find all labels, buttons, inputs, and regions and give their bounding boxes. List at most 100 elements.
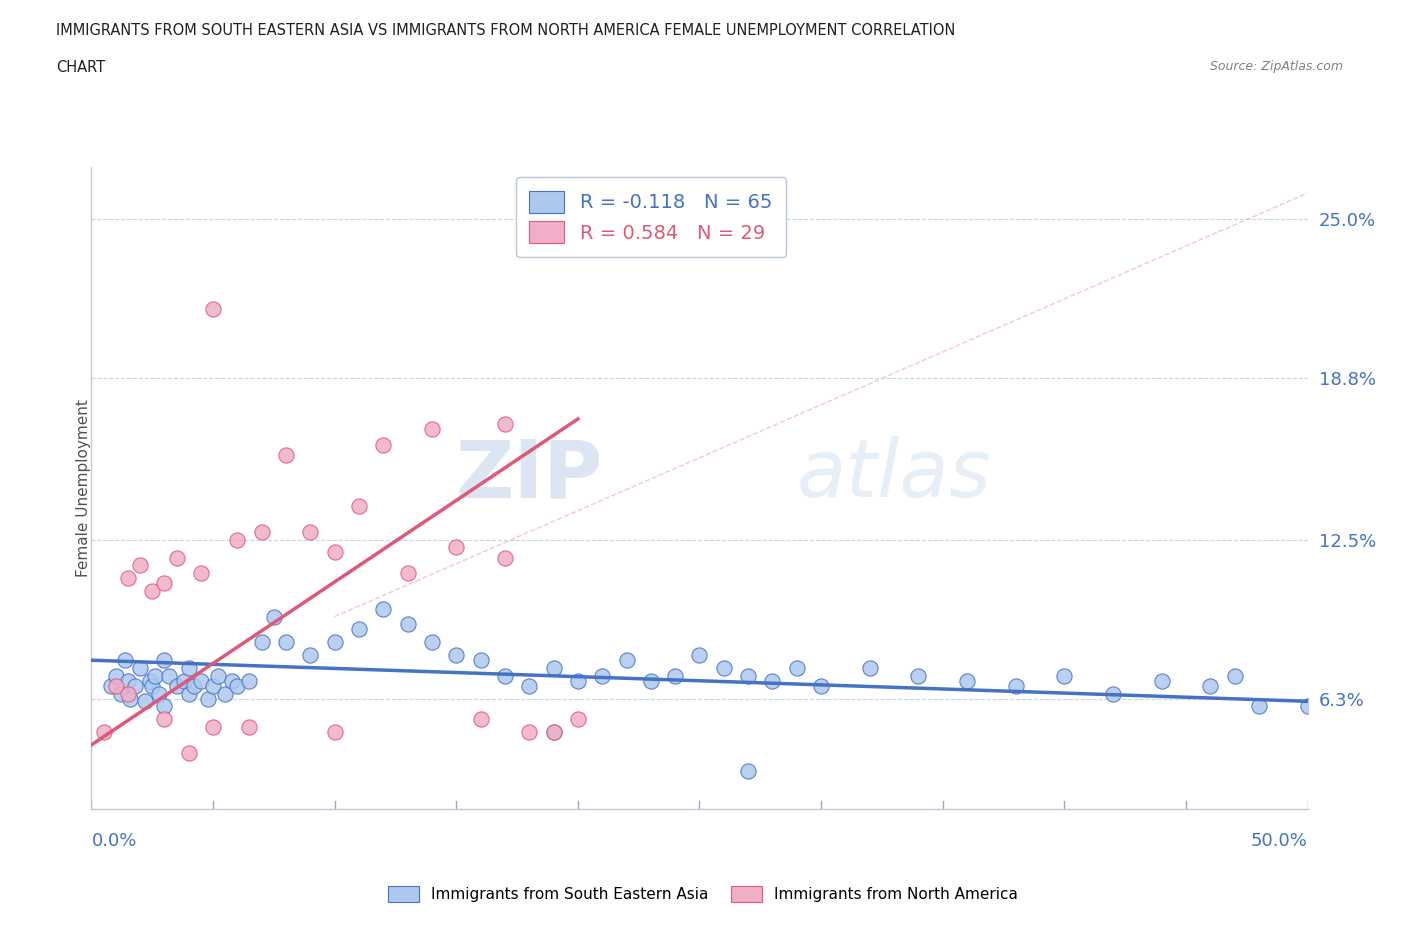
Point [129,558,152,573]
Point [323,635,346,650]
Point [183,679,205,694]
Point [207,668,229,683]
Text: 50.0%: 50.0% [1251,832,1308,850]
Text: atlas: atlas [797,436,991,514]
Point [494,417,516,432]
Point [104,668,127,683]
Point [202,720,225,735]
Point [737,668,759,683]
Point [173,673,195,688]
Point [299,647,322,662]
Point [100,679,122,694]
Point [1199,679,1222,694]
Point [543,660,565,675]
Text: CHART: CHART [56,60,105,75]
Legend: R = -0.118   N = 65, R = 0.584   N = 29: R = -0.118 N = 65, R = 0.584 N = 29 [516,177,786,257]
Point [761,673,783,688]
Point [214,686,236,701]
Point [166,679,188,694]
Point [274,447,297,462]
Point [567,673,589,688]
Point [420,422,443,437]
Point [1223,668,1246,683]
Point [238,720,260,735]
Point [470,711,492,726]
Point [177,686,200,701]
Point [93,724,115,739]
Point [114,653,136,668]
Point [1247,699,1270,714]
Point [110,686,132,701]
Point [347,622,370,637]
Point [177,745,200,760]
Point [134,694,156,709]
Point [543,724,565,739]
Point [190,673,212,688]
Point [713,660,735,675]
Point [1102,686,1125,701]
Point [299,525,322,539]
Point [153,653,176,668]
Point [166,551,188,565]
Point [1004,679,1026,694]
Point [263,609,285,624]
Point [117,673,139,688]
Point [148,686,170,701]
Point [117,686,139,701]
Point [373,437,395,452]
Point [117,571,139,586]
Point [139,673,162,688]
Point [1053,668,1076,683]
Point [141,583,163,598]
Point [616,653,638,668]
Point [737,764,759,778]
Point [859,660,882,675]
Point [494,551,516,565]
Point [517,724,540,739]
Point [1150,673,1173,688]
Point [517,679,540,694]
Point [323,724,346,739]
Point [153,699,176,714]
Point [177,660,200,675]
Text: IMMIGRANTS FROM SOUTH EASTERN ASIA VS IMMIGRANTS FROM NORTH AMERICA FEMALE UNEMP: IMMIGRANTS FROM SOUTH EASTERN ASIA VS IM… [56,23,956,38]
Point [956,673,979,688]
Text: Source: ZipAtlas.com: Source: ZipAtlas.com [1209,60,1343,73]
Point [197,691,219,706]
Point [591,668,613,683]
Point [141,679,163,694]
Legend: Immigrants from South Eastern Asia, Immigrants from North America: Immigrants from South Eastern Asia, Immi… [382,880,1024,909]
Point [640,673,662,688]
Point [567,711,589,726]
Point [153,711,176,726]
Text: ZIP: ZIP [456,436,602,514]
Point [373,602,395,617]
Point [120,691,142,706]
Point [157,668,180,683]
Point [664,668,686,683]
Point [688,647,710,662]
Point [396,617,419,631]
Point [810,679,832,694]
Point [202,301,225,316]
Point [129,660,152,675]
Point [786,660,808,675]
Point [104,679,127,694]
Point [221,673,243,688]
Point [470,653,492,668]
Point [124,679,146,694]
Point [153,576,176,591]
Point [323,545,346,560]
Point [420,635,443,650]
Point [274,635,297,650]
Point [494,668,516,683]
Point [396,565,419,580]
Point [543,724,565,739]
Point [250,635,273,650]
Point [202,679,225,694]
Point [347,498,370,513]
Text: 0.0%: 0.0% [91,832,136,850]
Point [226,532,249,547]
Point [1296,699,1319,714]
Point [444,539,467,554]
